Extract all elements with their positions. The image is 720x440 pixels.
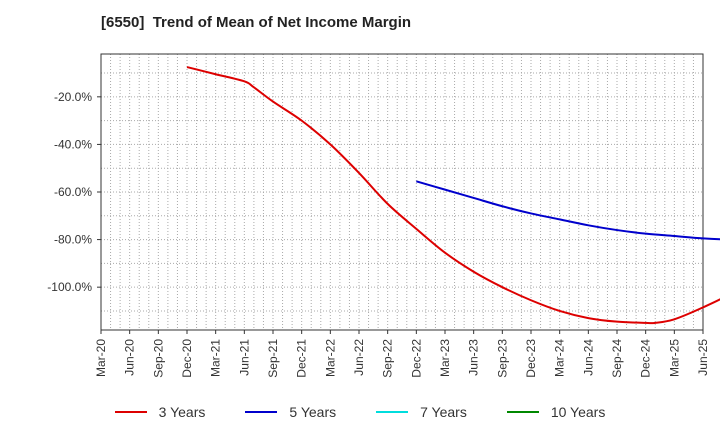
x-tick-label: Sep-24 [610,339,624,378]
series-line-5-years [416,180,720,241]
chart-legend: 3 Years 5 Years 7 Years 10 Years [0,404,720,420]
legend-item-3-years: 3 Years [114,404,206,420]
x-tick-label: Jun-21 [237,339,251,376]
legend-swatch-3-years [114,411,147,413]
y-tick-label: -40.0% [54,137,92,151]
x-tick-label: Mar-23 [438,339,452,377]
x-tick-label: Dec-24 [639,339,653,378]
x-tick-label: Mar-21 [209,339,223,377]
legend-swatch-5-years [245,411,278,413]
x-tick-label: Sep-23 [495,339,509,378]
x-tick-label: Mar-22 [323,339,337,377]
legend-label: 5 Years [289,404,337,420]
x-tick-label: Jun-23 [467,339,481,376]
x-tick-label: Mar-24 [553,339,567,377]
legend-item-10-years: 10 Years [506,404,606,420]
y-tick-label: -80.0% [54,233,92,247]
x-tick-label: Jun-24 [581,339,595,376]
x-tick-label: Mar-25 [667,339,681,377]
legend-swatch-7-years [376,411,409,413]
x-tick-label: Jun-22 [352,339,366,376]
y-tick-label: -20.0% [54,90,92,104]
x-tick-label: Dec-22 [409,339,423,378]
legend-label: 7 Years [420,404,467,420]
legend-swatch-10-years [506,411,539,413]
legend-label: 10 Years [550,404,606,420]
series-line-3-years [186,66,720,325]
legend-item-5-years: 5 Years [245,404,336,420]
legend-item-7-years: 7 Years [376,404,467,420]
x-tick-label: Mar-20 [94,339,108,377]
x-tick-label: Sep-21 [266,339,280,378]
x-tick-label: Dec-23 [524,339,538,378]
legend-label: 3 Years [158,404,206,420]
x-tick-label: Dec-21 [295,339,309,378]
x-tick-label: Sep-20 [151,339,165,378]
x-tick-label: Dec-20 [180,339,194,378]
y-tick-label: -100.0% [47,280,92,294]
x-tick-label: Jun-25 [696,339,710,376]
chart-title: [6550] Trend of Mean of Net Income Margi… [101,14,412,31]
y-tick-label: -60.0% [54,185,92,199]
x-tick-label: Jun-20 [123,339,137,376]
x-tick-label: Sep-22 [381,339,395,378]
